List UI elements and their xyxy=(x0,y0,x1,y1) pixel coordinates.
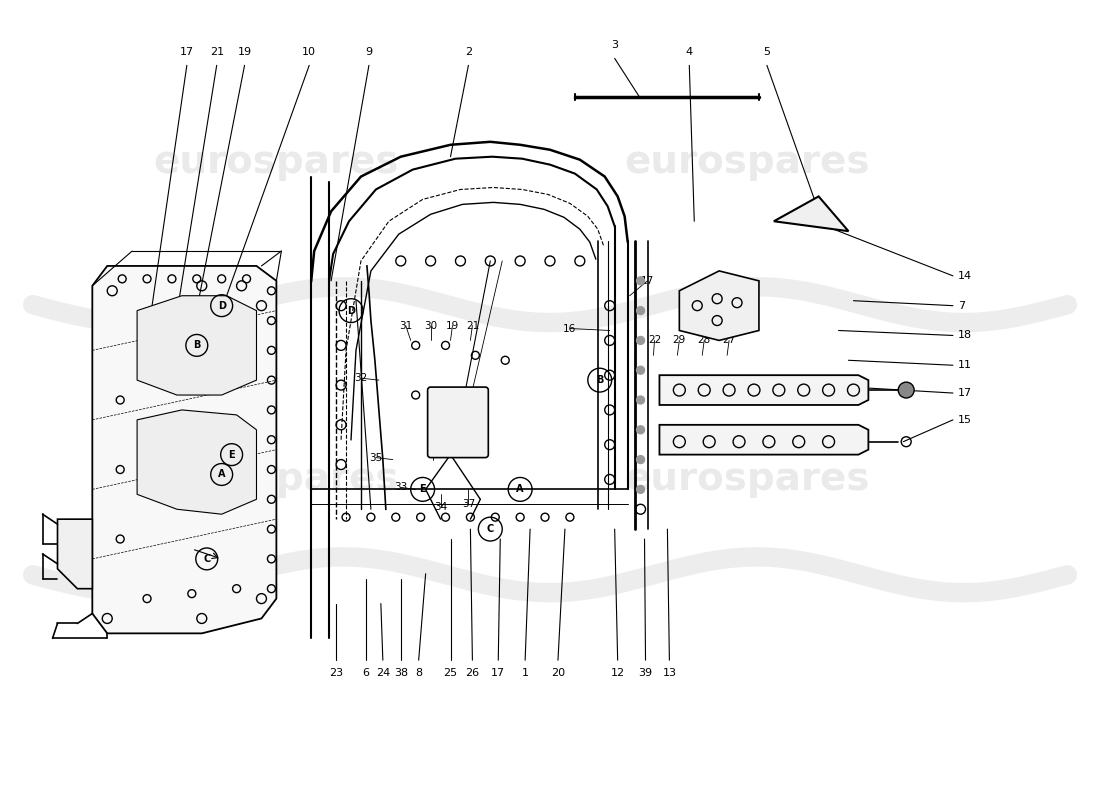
Text: 23: 23 xyxy=(329,668,343,678)
Text: D: D xyxy=(346,306,355,316)
Text: 14: 14 xyxy=(958,271,972,281)
Text: 31: 31 xyxy=(399,321,412,330)
Circle shape xyxy=(637,456,645,463)
Text: 15: 15 xyxy=(958,415,972,425)
Circle shape xyxy=(637,366,645,374)
Text: 17: 17 xyxy=(492,668,505,678)
Text: 38: 38 xyxy=(394,668,408,678)
Text: 25: 25 xyxy=(443,668,458,678)
Polygon shape xyxy=(57,519,92,589)
Text: E: E xyxy=(229,450,235,460)
Circle shape xyxy=(899,382,914,398)
Text: 34: 34 xyxy=(433,502,448,512)
Text: 21: 21 xyxy=(210,47,223,58)
Polygon shape xyxy=(138,296,256,395)
Polygon shape xyxy=(92,266,276,634)
Text: 17: 17 xyxy=(958,388,972,398)
Text: eurospares: eurospares xyxy=(625,142,870,181)
Text: eurospares: eurospares xyxy=(154,142,399,181)
Text: 35: 35 xyxy=(370,453,383,462)
Text: eurospares: eurospares xyxy=(154,461,399,498)
Text: 29: 29 xyxy=(673,335,686,346)
Text: 1: 1 xyxy=(521,668,529,678)
Polygon shape xyxy=(680,271,759,341)
Text: 5: 5 xyxy=(763,47,770,58)
Text: 33: 33 xyxy=(394,482,407,492)
Text: E: E xyxy=(419,484,426,494)
Text: 17: 17 xyxy=(179,47,194,58)
Polygon shape xyxy=(138,410,256,514)
Text: D: D xyxy=(218,301,226,310)
Text: 20: 20 xyxy=(551,668,565,678)
Polygon shape xyxy=(659,375,868,405)
Text: 7: 7 xyxy=(958,301,965,310)
Text: 18: 18 xyxy=(958,330,972,341)
Text: 17: 17 xyxy=(641,276,654,286)
Text: 21: 21 xyxy=(465,321,478,330)
Circle shape xyxy=(637,426,645,434)
Circle shape xyxy=(637,277,645,285)
Text: 9: 9 xyxy=(365,47,373,58)
Text: 22: 22 xyxy=(648,335,661,346)
FancyBboxPatch shape xyxy=(428,387,488,458)
Polygon shape xyxy=(659,425,868,454)
Text: 19: 19 xyxy=(238,47,252,58)
Text: 11: 11 xyxy=(958,360,972,370)
Text: 2: 2 xyxy=(465,47,472,58)
Circle shape xyxy=(637,306,645,314)
Text: 8: 8 xyxy=(415,668,422,678)
Circle shape xyxy=(637,486,645,494)
Text: C: C xyxy=(486,524,494,534)
Text: 27: 27 xyxy=(723,335,736,346)
Text: B: B xyxy=(596,375,604,385)
Text: 24: 24 xyxy=(376,668,390,678)
Text: 26: 26 xyxy=(465,668,480,678)
Text: 3: 3 xyxy=(612,41,618,50)
Polygon shape xyxy=(774,197,848,231)
Circle shape xyxy=(637,337,645,344)
Text: 28: 28 xyxy=(697,335,711,346)
Text: 4: 4 xyxy=(685,47,693,58)
Circle shape xyxy=(637,396,645,404)
Text: 39: 39 xyxy=(638,668,652,678)
Text: 16: 16 xyxy=(563,323,576,334)
Text: A: A xyxy=(218,470,226,479)
Text: 12: 12 xyxy=(610,668,625,678)
Text: B: B xyxy=(194,340,200,350)
Text: 19: 19 xyxy=(446,321,459,330)
Text: 36: 36 xyxy=(426,442,439,453)
Text: A: A xyxy=(516,484,524,494)
Text: 37: 37 xyxy=(462,499,475,510)
Text: 30: 30 xyxy=(424,321,437,330)
Text: 10: 10 xyxy=(302,47,316,58)
Text: 32: 32 xyxy=(354,373,367,383)
Text: eurospares: eurospares xyxy=(625,461,870,498)
Text: C: C xyxy=(204,554,210,564)
Text: 13: 13 xyxy=(662,668,676,678)
Text: 6: 6 xyxy=(362,668,370,678)
